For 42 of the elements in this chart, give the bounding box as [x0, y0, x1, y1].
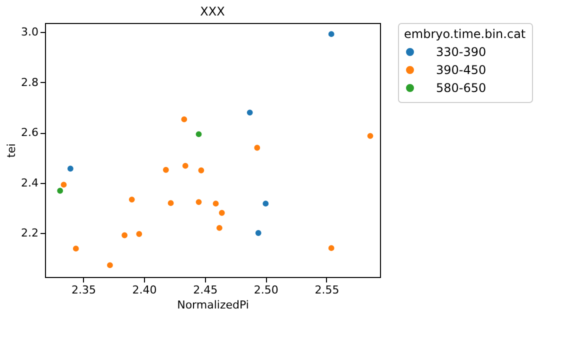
point — [212, 200, 220, 208]
point — [56, 186, 64, 194]
point — [128, 196, 136, 204]
x-tick-label: 2.55 — [314, 284, 340, 296]
point — [162, 166, 170, 174]
x-axis-title: NormalizedPi — [177, 298, 249, 312]
point — [246, 108, 254, 116]
point — [182, 162, 190, 170]
x-tick-label: 2.45 — [193, 284, 218, 296]
point — [253, 144, 261, 152]
point — [167, 199, 175, 207]
point — [66, 164, 74, 172]
y-tick-label: 3.0 — [21, 26, 38, 39]
y-axis-title: tei — [5, 143, 18, 158]
point — [262, 200, 270, 208]
y-tick-label: 2.2 — [21, 226, 38, 240]
point — [216, 224, 224, 232]
point — [366, 132, 374, 140]
chart-title: XXX — [200, 4, 225, 18]
x-tick-label: 2.35 — [71, 284, 96, 296]
legend-label: 330-390 — [436, 45, 486, 59]
point — [328, 30, 336, 38]
point — [120, 232, 128, 239]
legend-label: 580-650 — [436, 81, 486, 95]
point — [197, 166, 205, 174]
legend-title: embryo.time.bin.cat — [404, 27, 526, 41]
point — [328, 244, 336, 252]
y-tick-label: 2.4 — [21, 176, 38, 190]
point — [218, 209, 226, 217]
point — [72, 244, 80, 252]
point — [135, 230, 143, 238]
x-tick-label: 2.40 — [132, 284, 157, 296]
y-tick-label: 2.8 — [21, 76, 38, 89]
point — [60, 180, 68, 188]
x-tick-label: 2.50 — [254, 284, 278, 296]
point — [106, 261, 114, 269]
point — [180, 116, 188, 124]
legend-label: 390-450 — [436, 63, 486, 77]
point — [254, 229, 262, 237]
point — [195, 198, 203, 206]
point — [195, 130, 203, 138]
y-tick-label: 2.6 — [21, 126, 38, 140]
